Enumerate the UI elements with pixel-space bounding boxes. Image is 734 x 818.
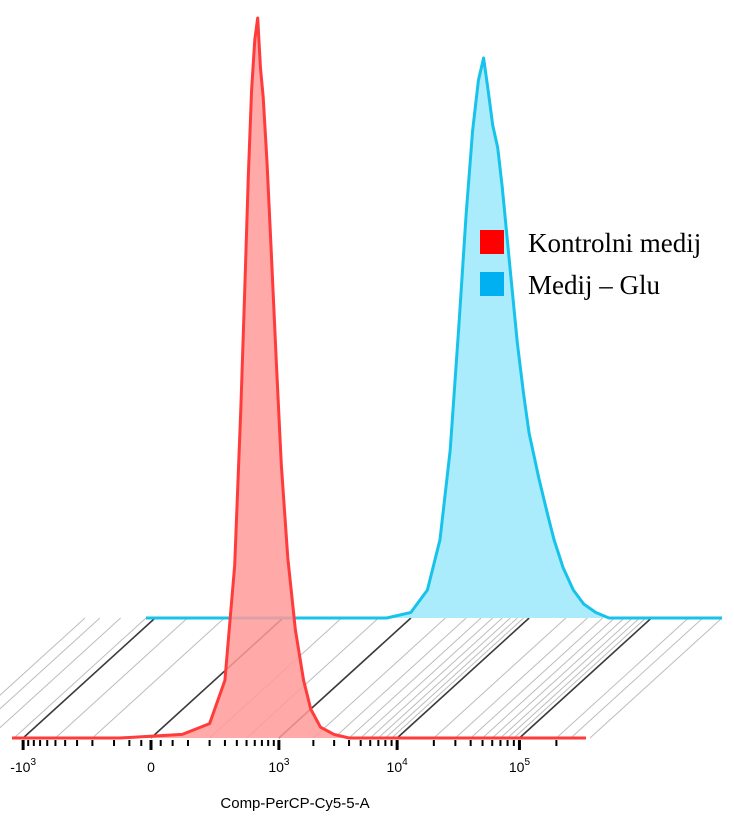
legend-swatch-kontrolni xyxy=(480,230,504,254)
floor-minor-line xyxy=(0,617,101,710)
series-medij-glu-line xyxy=(146,56,722,620)
legend-swatch-glu xyxy=(480,272,504,296)
floor-minor-line xyxy=(377,617,511,739)
floor-minor-line xyxy=(385,617,518,739)
floor-minor-line xyxy=(500,617,633,739)
floor-minor-line xyxy=(507,617,640,739)
x-tick-label: 104 xyxy=(387,757,409,775)
series-medij-glu-area xyxy=(386,58,609,618)
floor-minor-line xyxy=(369,617,503,739)
floor-major-line xyxy=(518,617,652,739)
perspective-floor xyxy=(0,617,723,739)
floor-minor-line xyxy=(570,617,704,739)
floor-minor-line xyxy=(482,617,615,739)
floor-left-edge xyxy=(13,617,147,739)
legend-label-kontrolni: Kontrolni medij xyxy=(528,228,701,258)
floor-minor-line xyxy=(348,617,482,739)
floor-minor-line xyxy=(313,617,446,739)
x-tick-label: 0 xyxy=(147,759,155,775)
floor-major-line xyxy=(22,617,156,739)
floor-minor-line xyxy=(470,617,604,739)
series-kontrolni-medij-line xyxy=(12,16,586,740)
front-series-layer xyxy=(12,16,586,740)
floor-minor-line xyxy=(491,617,625,739)
floor-minor-line xyxy=(513,617,647,739)
floor-minor-line xyxy=(55,617,188,739)
floor-minor-line xyxy=(455,617,588,739)
series-kontrolni-medij-area xyxy=(119,18,350,738)
floor-minor-line xyxy=(0,617,86,696)
floor-right-edge xyxy=(589,617,723,739)
floor-major-line xyxy=(396,617,530,739)
x-axis-title: Comp-PerCP-Cy5-5-A xyxy=(220,795,369,812)
floor-minor-line xyxy=(0,617,121,729)
x-axis: -103 0 103 104 105 xyxy=(10,740,558,775)
floor-minor-line xyxy=(92,617,225,739)
floor-minor-line xyxy=(433,617,567,739)
floor-minor-line xyxy=(333,617,467,739)
legend: Kontrolni medij Medij – Glu xyxy=(480,228,701,300)
legend-label-glu: Medij – Glu xyxy=(528,270,660,300)
x-tick-label: 105 xyxy=(509,757,531,775)
floor-minor-line xyxy=(391,617,524,739)
x-tick-label: 103 xyxy=(268,757,290,775)
back-series-layer xyxy=(146,56,722,620)
floor-minor-line xyxy=(556,617,689,739)
floor-minor-line xyxy=(360,617,494,739)
x-tick-label: -103 xyxy=(10,757,36,775)
